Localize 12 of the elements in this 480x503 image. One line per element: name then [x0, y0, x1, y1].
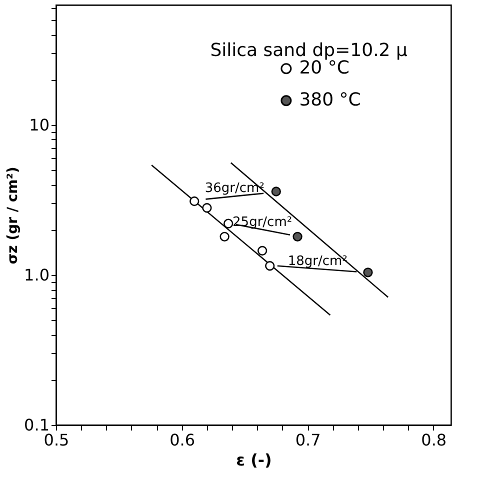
x-tick-label: 0.8	[421, 430, 447, 450]
annotation: 18gr/cm²	[288, 254, 348, 269]
annotation: 25gr/cm²	[232, 214, 292, 230]
annotation: 36gr/cm²	[204, 181, 264, 196]
x-axis-title: ε (-)	[236, 450, 272, 470]
y-tick-label: 1.0	[24, 265, 50, 284]
y-axis-title: σz (gr / cm²)	[5, 166, 22, 264]
y-tick-label: 10	[29, 115, 50, 134]
legend-label: 380 °C	[299, 90, 361, 111]
x-tick-label: 0.6	[170, 430, 196, 450]
annotation: Silica sand dp=10.2 μ	[210, 40, 408, 62]
x-tick-label: 0.7	[295, 430, 321, 450]
